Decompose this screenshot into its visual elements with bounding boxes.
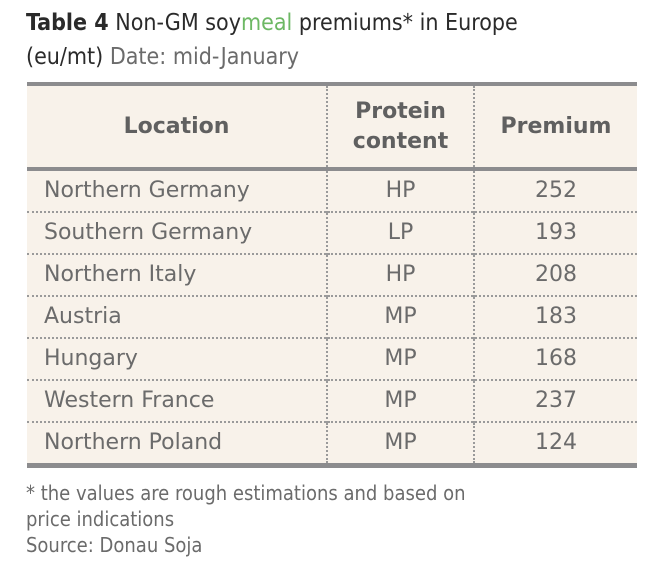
caption-highlight: meal [240, 10, 293, 36]
caption-text-after: premiums* in Europe [292, 10, 518, 36]
cell-location: Northern Poland [27, 421, 327, 466]
header-protein-line2: content [352, 128, 449, 154]
table-row: Austria MP 183 [27, 295, 637, 338]
cell-premium: 183 [473, 295, 637, 338]
cell-protein: HP [326, 253, 474, 296]
cell-location: Hungary [27, 337, 327, 380]
caption-text-before: Non-GM soy [108, 10, 241, 36]
cell-premium: 252 [473, 169, 637, 212]
cell-protein: LP [326, 211, 474, 254]
table-row: Southern Germany LP 193 [27, 211, 637, 254]
cell-premium: 124 [473, 421, 637, 466]
cell-location: Northern Germany [44, 178, 250, 203]
cell-protein: MP [326, 379, 474, 422]
header-location: Location [123, 113, 230, 139]
caption-unit: (eu/mt) [26, 44, 104, 70]
table-row: Northern Poland MP 124 [27, 421, 637, 466]
cell-premium: 237 [473, 379, 637, 422]
header-protein-line1: Protein [355, 98, 446, 124]
footnote-line1: * the values are rough estimations and b… [26, 481, 466, 505]
premiums-table-container: Location Protein content Premium Norther… [27, 82, 637, 468]
cell-location: Northern Italy [27, 253, 327, 296]
cell-protein: MP [326, 295, 474, 338]
cell-protein: MP [326, 421, 474, 466]
cell-location: Austria [27, 295, 327, 338]
cell-premium: 168 [473, 337, 637, 380]
footnote: * the values are rough estimations and b… [26, 480, 646, 558]
caption-date: Date: mid-January [103, 44, 300, 70]
table-row: Northern Italy HP 208 [27, 253, 637, 296]
source-note: Source: Donau Soja [26, 533, 203, 557]
cell-location: Western France [27, 379, 327, 422]
header-premium: Premium [473, 84, 637, 169]
table-row: Western France MP 237 [27, 379, 637, 422]
table-row: Northern Germany HP 252 [27, 169, 637, 212]
cell-premium: 193 [473, 211, 637, 254]
cell-protein: HP [326, 169, 474, 212]
header-protein-content: Protein content [326, 84, 474, 169]
cell-location: Southern Germany [27, 211, 327, 254]
footnote-line2: price indications [26, 507, 175, 531]
premiums-table: Location Protein content Premium Norther… [27, 82, 637, 468]
table-caption: Table 4 Non-GM soymeal premiums* in Euro… [26, 6, 656, 74]
cell-protein: MP [326, 337, 474, 380]
header-row: Location Protein content Premium [27, 84, 637, 169]
table-number: Table 4 [26, 10, 109, 36]
table-row: Hungary MP 168 [27, 337, 637, 380]
cell-premium: 208 [473, 253, 637, 296]
